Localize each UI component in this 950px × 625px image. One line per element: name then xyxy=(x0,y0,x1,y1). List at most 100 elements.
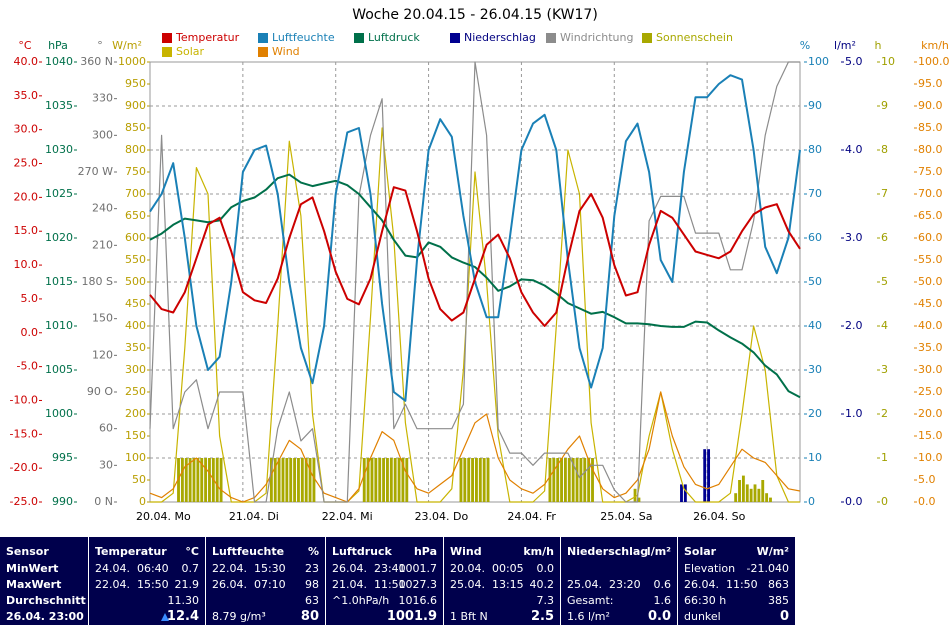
bar xyxy=(304,458,308,502)
row-label: 26.04. 23:00 xyxy=(6,610,84,623)
legend-label: Luftfeuchte xyxy=(272,31,335,44)
y-tick-label: 0 N xyxy=(94,495,113,508)
row-value: 63 xyxy=(305,594,319,607)
bar xyxy=(401,458,405,502)
bar xyxy=(393,458,397,502)
bar xyxy=(579,458,583,502)
bar xyxy=(475,458,478,502)
y-tick-label: 1020 xyxy=(45,231,73,244)
y-tick-label: 1.0 xyxy=(845,407,863,420)
table-column: Wind km/h 20.04. 00:05 0.0 25.04. 13:15 40.2 7… xyxy=(443,537,560,625)
row-label: ^1.0hPa/h xyxy=(332,594,390,607)
column-unit: l/m² xyxy=(646,545,671,558)
legend-swatch xyxy=(642,33,652,43)
y-tick-label: 1025 xyxy=(45,187,73,200)
y-tick-label: 995 xyxy=(52,451,73,464)
y-tick-label: 0 xyxy=(139,495,146,508)
bar xyxy=(567,458,571,502)
row-label: Elevation xyxy=(684,562,736,575)
y-tick-label: 150 xyxy=(92,312,113,325)
legend-label: Wind xyxy=(272,45,300,58)
stats-table: Sensor MinWert MaxWert Durchschnitt 26.04. 2… xyxy=(0,537,796,625)
trend-icon xyxy=(161,613,169,621)
column-header: Sensor xyxy=(6,545,49,558)
bar xyxy=(273,458,277,502)
column-unit: % xyxy=(307,545,319,558)
y-tick-label: 1000 xyxy=(45,407,73,420)
x-tick-label: 23.04. Do xyxy=(415,510,469,523)
row-value: 1027.3 xyxy=(398,578,438,591)
y-tick-label: 75.0 xyxy=(918,165,943,178)
bar xyxy=(269,458,273,502)
y-tick-label: 270 W xyxy=(78,165,113,178)
y-tick-label: 300 xyxy=(92,128,113,141)
y-tick-label: 15.0 xyxy=(918,429,943,442)
y-tick-label: 20.0 xyxy=(918,407,943,420)
column-unit: °C xyxy=(185,545,199,558)
column-unit: km/h xyxy=(523,545,554,558)
y-tick-label: 500 xyxy=(125,275,146,288)
line xyxy=(150,127,800,503)
legend-label: Sonnenschein xyxy=(656,31,733,44)
bar xyxy=(757,488,761,502)
column-header: Niederschlag xyxy=(567,545,649,558)
x-tick-label: 21.04. Di xyxy=(229,510,279,523)
legend-swatch xyxy=(546,33,556,43)
y-tick-label: 360 N xyxy=(80,55,113,68)
legend-swatch xyxy=(162,33,172,43)
row-value: 0.7 xyxy=(181,562,200,575)
row-value: 1.6 xyxy=(653,594,672,607)
column-header: Luftdruck xyxy=(332,545,392,558)
y-tick-label: 10 xyxy=(881,55,895,68)
y-tick-label: 5.0 xyxy=(845,55,863,68)
bar xyxy=(308,458,312,502)
table-column: Luftdruck hPa 26.04. 23:40 1001.7 21.04. 11:… xyxy=(325,537,443,625)
bar xyxy=(200,458,204,502)
legend-label: Windrichtung xyxy=(560,31,633,44)
bar xyxy=(300,458,304,502)
y-tick-label: -25.0 xyxy=(10,495,38,508)
y-tick-label: 9 xyxy=(881,99,888,112)
line xyxy=(149,61,800,503)
y-tick-label: 90.0 xyxy=(918,99,943,112)
row-value: 40.2 xyxy=(529,578,555,591)
y-tick-label: 60 xyxy=(808,231,822,244)
y-tick-label: 90 xyxy=(808,99,822,112)
y-tick-label: 5.0 xyxy=(918,473,936,486)
y-tick-label: 1030 xyxy=(45,143,73,156)
row-value: 1001.9 xyxy=(386,609,437,624)
y-tick-label: 650 xyxy=(125,209,146,222)
y-tick-label: 950 xyxy=(125,77,146,90)
y-tick-label: 400 xyxy=(125,319,146,332)
row-label: 1 Bft N xyxy=(450,610,488,623)
legend-label: Luftdruck xyxy=(368,31,420,44)
bar xyxy=(765,493,769,502)
row-value: 0 xyxy=(779,609,789,624)
bar xyxy=(397,458,401,502)
axis-unit: l/m² xyxy=(834,39,856,52)
row-label: 26.04. 23:40 xyxy=(332,562,406,575)
row-label: 8.79 g/m³ xyxy=(212,610,266,623)
y-tick-label: 1010 xyxy=(45,319,73,332)
y-tick-label: 250 xyxy=(125,385,146,398)
bar xyxy=(486,458,490,502)
row-value: 0.0 xyxy=(647,609,671,624)
bar xyxy=(180,458,184,502)
bar xyxy=(552,458,556,502)
y-tick-label: 0.0 xyxy=(845,495,863,508)
chart: Woche 20.04.15 - 26.04.15 (KW17) °C -25.0… xyxy=(9,7,950,523)
y-tick-label: 4 xyxy=(881,319,888,332)
column-header: Wind xyxy=(450,545,482,558)
row-value: 12.4 xyxy=(166,609,199,624)
bar xyxy=(281,458,285,502)
legend-label: Solar xyxy=(176,45,205,58)
row-value: 0.6 xyxy=(653,578,672,591)
bar xyxy=(215,458,219,502)
y-tick-label: 5 xyxy=(881,275,888,288)
bar xyxy=(389,458,393,502)
row-label: 25.04. 23:20 xyxy=(567,578,641,591)
y-tick-label: 1000 xyxy=(118,55,146,68)
axis-unit: W/m² xyxy=(112,39,142,52)
row-value: 2.5 xyxy=(530,609,554,624)
bar xyxy=(378,458,382,502)
